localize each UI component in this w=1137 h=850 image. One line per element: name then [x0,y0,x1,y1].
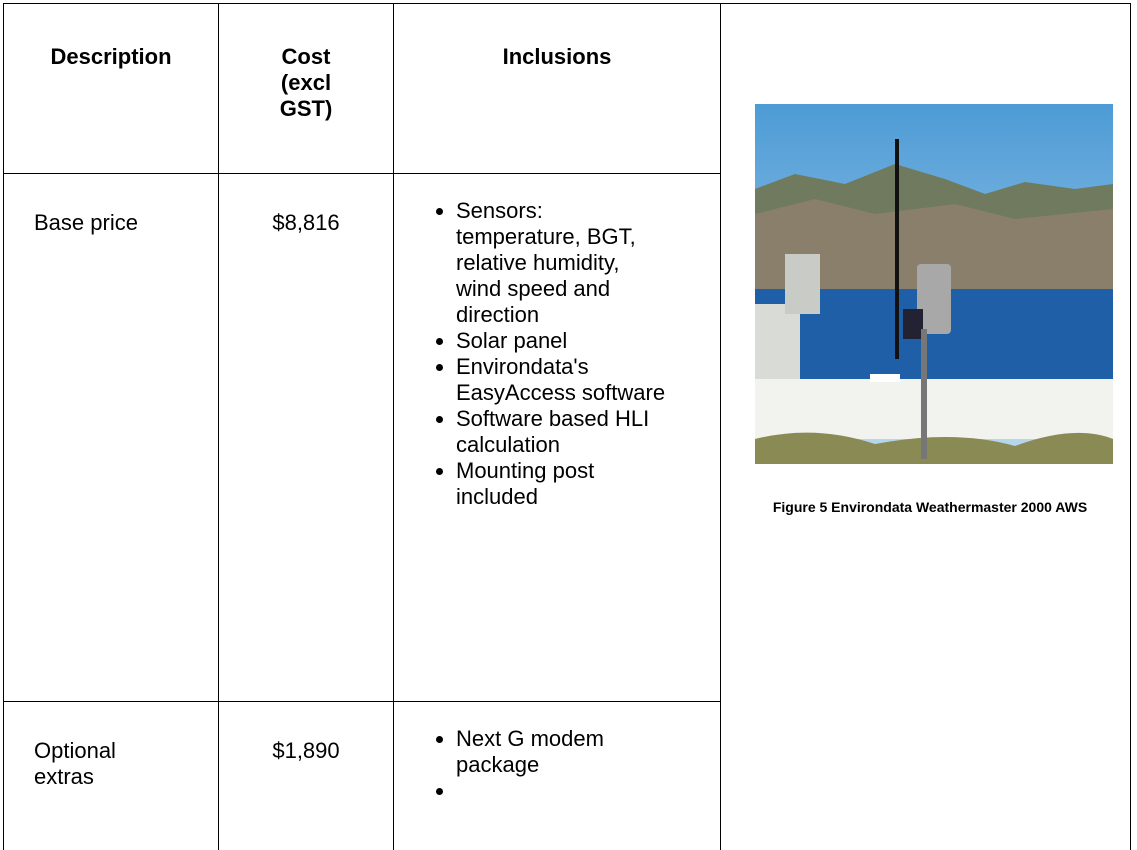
inclusions-list: Next G modem package [394,726,666,804]
inclusion-item: Software based HLI calculation [456,406,666,458]
empty-bullet [456,778,666,804]
cost: $1,890 [272,738,339,763]
figure-cell: Figure 5 Environdata Weathermaster 2000 … [721,4,1131,850]
header-text: Inclusions [503,44,612,69]
inclusion-item: Sensors: temperature, BGT, relative humi… [456,198,666,328]
figure-image [755,104,1113,464]
header-row: Description Cost (excl GST) Inclusions F… [4,4,1131,174]
pricing-table: Description Cost (excl GST) Inclusions F… [3,3,1131,850]
header-cell: Inclusions [394,4,721,174]
description-cell: Optional extras [4,702,219,850]
cost-cell: $1,890 [219,702,394,850]
inclusions-cell: Sensors: temperature, BGT, relative humi… [394,174,721,702]
inclusions-list: Sensors: temperature, BGT, relative humi… [394,198,666,510]
cost: $8,816 [272,210,339,235]
header-cell: Cost (excl GST) [219,4,394,174]
header-cell: Description [4,4,219,174]
description: Optional extras [34,738,154,790]
inclusion-item: Solar panel [456,328,666,354]
page: Description Cost (excl GST) Inclusions F… [0,0,1137,850]
inclusions-cell: Next G modem package [394,702,721,850]
header-text: Description [50,44,171,69]
header-text: Cost (excl GST) [271,44,341,122]
inclusion-item: Mounting post included [456,458,666,510]
description: Base price [34,210,138,235]
description-cell: Base price [4,174,219,702]
inclusion-item: Environdata's EasyAccess software [456,354,666,406]
inclusion-item: Next G modem package [456,726,666,778]
cost-cell: $8,816 [219,174,394,702]
figure-caption: Figure 5 Environdata Weathermaster 2000 … [735,499,1125,516]
